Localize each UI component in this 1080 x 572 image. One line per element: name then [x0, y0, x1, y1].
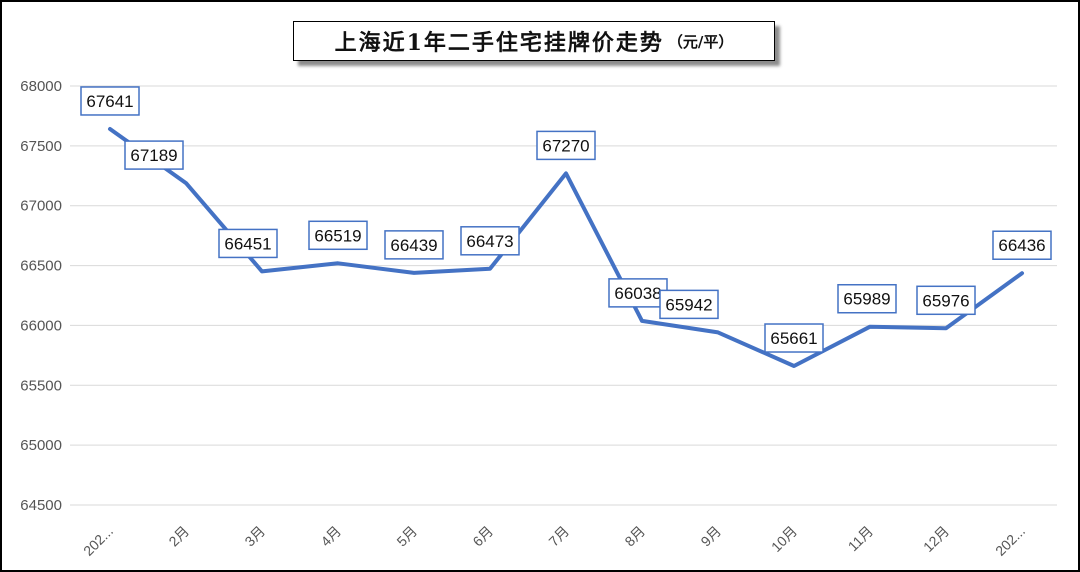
x-tick-label: 9月	[697, 523, 724, 550]
x-tick-label: 10月	[768, 523, 800, 555]
data-label: 67189	[130, 146, 177, 165]
data-label-box	[308, 220, 368, 251]
series-line	[108, 127, 1024, 368]
x-tick-label: 7月	[545, 523, 572, 550]
x-tick-label: 8月	[621, 523, 648, 550]
x-tick-label: 202...	[992, 523, 1028, 559]
y-tick-label: 65000	[20, 437, 62, 454]
data-labels: 67641 67189 66451 66519 66439 66473 67270 66038…	[80, 86, 1052, 353]
y-axis-ticks: 64500 65000 65500 66000 66500 67000 67500 68000	[20, 78, 62, 514]
data-label-box	[992, 230, 1052, 260]
chart-title-unit: （元/平）	[667, 32, 734, 51]
data-label-box	[837, 283, 897, 314]
data-label: 66439	[390, 236, 437, 255]
data-label-box	[384, 230, 444, 260]
x-axis-ticks: 202... 2月 3月 4月 5月 6月 7月 8月 9月 10月 11月 12月 202...	[80, 523, 1028, 559]
y-tick-label: 64500	[20, 497, 62, 514]
series-line-path	[108, 127, 1024, 368]
data-label-box	[916, 285, 976, 316]
data-label-box	[124, 140, 184, 170]
data-label-box	[659, 289, 719, 320]
x-tick-label: 12月	[920, 523, 952, 555]
y-tick-label: 67000	[20, 198, 62, 215]
gridlines	[70, 85, 1057, 506]
data-label: 66451	[224, 234, 271, 253]
y-tick-label: 68000	[20, 78, 62, 95]
y-tick-label: 66500	[20, 258, 62, 275]
data-label: 66519	[314, 226, 361, 245]
x-tick-label: 4月	[317, 523, 344, 550]
chart-title: 上海近1年二手住宅挂牌价走势	[334, 30, 664, 56]
data-label: 66436	[998, 236, 1045, 255]
data-label-box	[536, 130, 596, 161]
data-label-box	[80, 86, 140, 116]
data-label: 65989	[843, 290, 890, 309]
x-tick-label: 2月	[165, 523, 192, 550]
x-tick-label: 202...	[80, 523, 116, 559]
x-tick-label: 3月	[241, 523, 268, 550]
y-tick-label: 66000	[20, 317, 62, 334]
chart-title-box: 上海近1年二手住宅挂牌价走势 （元/平）	[293, 21, 775, 61]
x-tick-label: 11月	[845, 523, 876, 554]
data-label-box	[608, 278, 668, 308]
data-label: 66473	[466, 232, 513, 251]
data-label: 65661	[770, 329, 817, 348]
x-tick-label: 5月	[393, 523, 420, 550]
data-label-box	[764, 323, 824, 353]
data-label: 67641	[86, 92, 133, 111]
data-label: 65942	[665, 295, 712, 314]
data-label: 67270	[542, 136, 589, 155]
x-tick-label: 6月	[469, 523, 496, 550]
data-label-box	[218, 228, 278, 259]
y-tick-label: 67500	[20, 138, 62, 155]
data-label-box	[460, 226, 520, 256]
data-label: 66038	[614, 284, 661, 303]
data-label: 65976	[922, 291, 969, 310]
y-tick-label: 65500	[20, 377, 62, 394]
